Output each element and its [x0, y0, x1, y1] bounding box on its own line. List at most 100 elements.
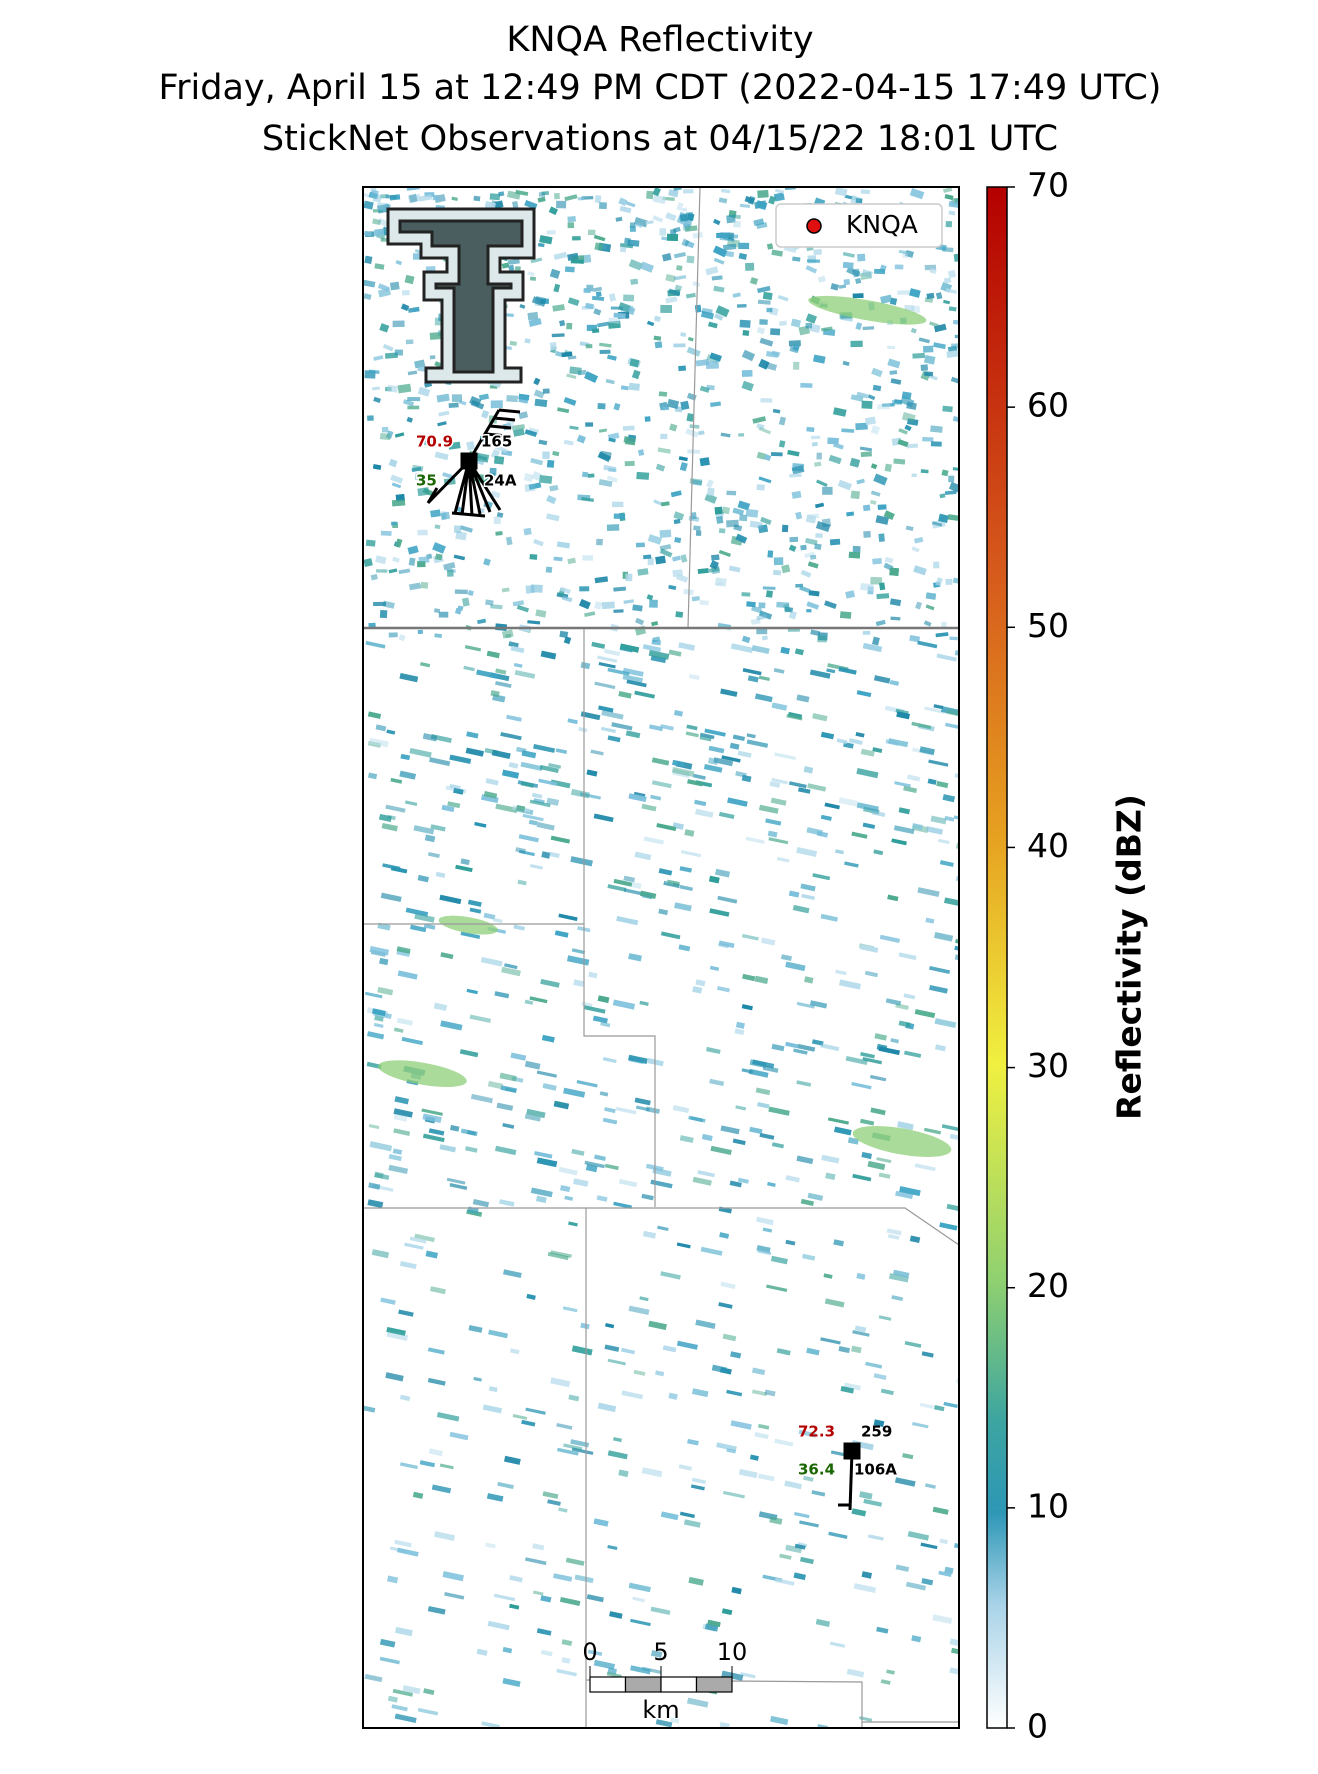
echo [642, 644, 662, 653]
map-legend: KNQA [775, 203, 943, 248]
echo [683, 189, 694, 194]
echo [795, 511, 803, 520]
echo [714, 577, 727, 587]
echo [951, 343, 959, 349]
echo [595, 291, 602, 297]
echo [526, 1293, 536, 1300]
echo [878, 1172, 891, 1179]
echo [848, 551, 861, 559]
echo [406, 416, 413, 423]
echo [704, 728, 726, 737]
echo [364, 1673, 383, 1683]
echo [494, 200, 504, 209]
echo [864, 416, 876, 426]
echo [546, 513, 560, 522]
echo [601, 601, 615, 610]
echo [850, 340, 863, 348]
echo [391, 482, 402, 489]
echo [476, 452, 490, 463]
echo [870, 490, 881, 497]
echo [466, 988, 478, 995]
echo [515, 746, 527, 754]
echo [529, 996, 548, 1004]
echo [684, 225, 698, 232]
echo [368, 622, 376, 629]
echo [823, 1273, 833, 1279]
echo [768, 1106, 790, 1116]
echo [547, 1251, 569, 1261]
echo [648, 1320, 667, 1331]
echo [944, 1566, 954, 1575]
echo [365, 539, 376, 547]
echo [378, 813, 392, 822]
echo [872, 384, 882, 392]
echo [885, 739, 900, 746]
echo [454, 589, 468, 595]
echo [671, 766, 695, 777]
echo [911, 473, 917, 478]
echo [510, 1052, 527, 1061]
echo [953, 1543, 959, 1551]
echo [807, 259, 820, 263]
echo [852, 1173, 872, 1182]
echo [530, 457, 544, 466]
echo [738, 252, 748, 260]
echo [889, 370, 898, 375]
echo [720, 1125, 740, 1135]
echo [835, 969, 847, 976]
echo [788, 610, 798, 620]
echo [756, 423, 765, 430]
echo [539, 474, 553, 484]
echo [628, 1054, 648, 1065]
echo [518, 393, 530, 401]
echo [570, 788, 590, 799]
echo [499, 1199, 515, 1207]
echo [878, 1046, 900, 1056]
echo [524, 338, 531, 344]
echo [429, 331, 443, 340]
echo [561, 595, 573, 603]
echo [812, 873, 831, 881]
echo [521, 1419, 536, 1427]
echo [935, 577, 943, 587]
legend-box [775, 203, 943, 248]
echo [805, 322, 813, 329]
echo [947, 269, 957, 279]
echo [422, 1133, 445, 1143]
echo [714, 313, 724, 321]
echo [607, 1358, 626, 1366]
echo [922, 345, 934, 353]
echo [796, 847, 818, 857]
echo [466, 441, 475, 451]
echo [678, 1464, 693, 1471]
echo [365, 640, 386, 649]
echo [906, 418, 919, 426]
echo [398, 634, 406, 642]
echo [716, 232, 730, 239]
echo [523, 472, 534, 483]
echo [751, 1389, 768, 1397]
echo [754, 693, 773, 703]
echo [455, 531, 467, 541]
echo [900, 395, 915, 408]
echo [613, 402, 621, 411]
echo [430, 509, 441, 518]
echo [630, 1618, 651, 1627]
colorbar-tick-label: 20 [1027, 1266, 1069, 1305]
echo [489, 193, 501, 201]
echo [648, 649, 670, 660]
echo [529, 276, 537, 281]
echo [807, 561, 819, 569]
echo [391, 1704, 408, 1712]
echo [419, 1460, 436, 1468]
echo [508, 641, 519, 648]
echo [598, 705, 614, 713]
echo [685, 731, 699, 738]
echo [741, 369, 753, 377]
echo [603, 464, 617, 472]
echo [375, 555, 387, 565]
echo [859, 446, 873, 452]
echo [666, 398, 680, 410]
echo [672, 1105, 690, 1114]
echo [372, 464, 382, 470]
